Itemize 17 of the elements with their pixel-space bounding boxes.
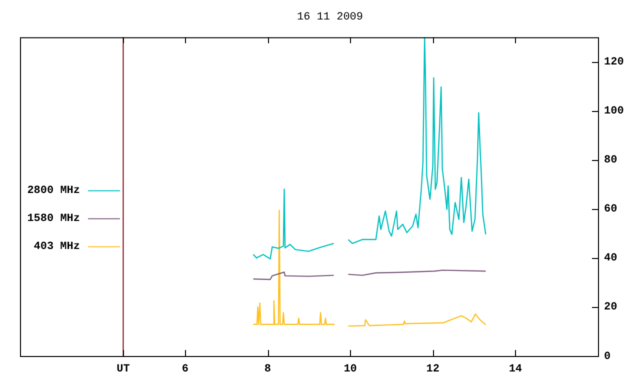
x-tick-label: 8 <box>264 363 272 376</box>
legend-label: 403 MHz <box>34 240 80 253</box>
y-tick-label: 100 <box>604 106 624 118</box>
y-tick-label: 60 <box>604 204 618 216</box>
x-tick-label: 6 <box>182 363 188 376</box>
x-tick-label: 14 <box>508 363 522 376</box>
x-tick-label: 12 <box>426 363 440 376</box>
legend-label: 2800 MHz <box>27 184 80 197</box>
legend-label: 1580 MHz <box>27 212 80 225</box>
y-tick-label: 20 <box>604 302 618 314</box>
x-tick-label: 10 <box>344 363 357 376</box>
y-tick-label: 0 <box>604 350 611 363</box>
y-tick-label: 120 <box>604 56 624 68</box>
y-tick-label: 80 <box>604 154 618 167</box>
x-tick-label: UT <box>116 363 130 376</box>
chart-title: 16 11 2009 <box>296 12 364 24</box>
y-tick-label: 40 <box>604 252 618 265</box>
